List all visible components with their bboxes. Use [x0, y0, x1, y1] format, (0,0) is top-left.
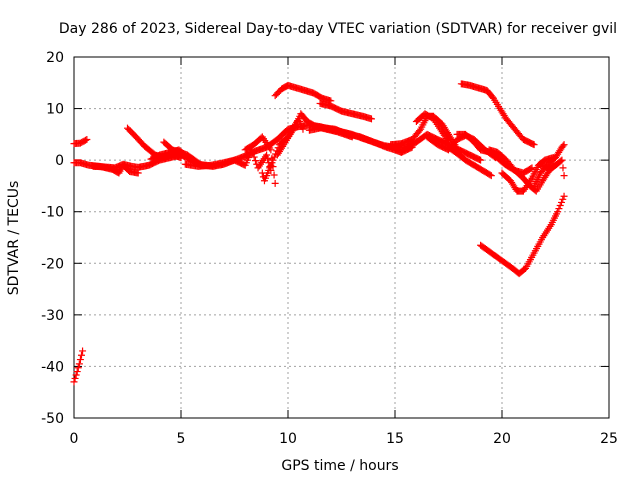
y-tick-label: -10: [41, 205, 64, 221]
data-point: [477, 156, 485, 164]
series-trace-16: [412, 110, 452, 146]
chart-title: Day 286 of 2023, Sidereal Day-to-day VTE…: [59, 21, 617, 37]
data-point: [79, 347, 87, 355]
series-trace-12: [271, 81, 335, 105]
data-point: [559, 195, 567, 203]
data-point: [557, 198, 565, 206]
series-trace-25: [477, 192, 568, 278]
series-trace-02: [70, 136, 91, 148]
data-point: [264, 155, 272, 163]
data-point: [83, 136, 91, 144]
y-tick-label: -20: [41, 256, 64, 272]
data-point: [443, 136, 451, 144]
data-point: [299, 125, 307, 133]
y-tick-label: -50: [41, 411, 64, 427]
x-tick-label: 25: [600, 431, 618, 447]
data-point: [250, 153, 258, 161]
y-tick-labels: -50 -40 -30 -20 -10 0 10 20: [41, 50, 64, 427]
data-point: [530, 141, 538, 149]
x-tick-label: 15: [386, 431, 404, 447]
series-trace-20: [457, 80, 538, 149]
data-point: [560, 192, 568, 200]
data-series: [70, 80, 568, 386]
series-trace-01: [70, 347, 87, 386]
x-tick-label: 5: [177, 431, 186, 447]
data-point: [556, 202, 564, 210]
data-point: [557, 157, 565, 165]
data-point: [560, 141, 568, 149]
series-trace-13: [316, 99, 375, 123]
data-point: [559, 164, 567, 172]
data-point: [486, 171, 494, 179]
plot-frame: [73, 56, 610, 419]
data-point: [76, 356, 84, 364]
x-axis-label: GPS time / hours: [281, 458, 398, 474]
data-point: [408, 143, 416, 151]
data-point: [415, 127, 423, 135]
data-point: [559, 142, 567, 150]
data-point: [71, 374, 79, 382]
data-point: [74, 364, 82, 372]
data-point: [271, 179, 279, 187]
data-point: [560, 172, 568, 180]
data-point: [77, 351, 85, 359]
y-tick-label: 0: [55, 153, 64, 169]
data-point: [267, 146, 275, 154]
x-tick-label: 0: [70, 431, 79, 447]
y-tick-label: -40: [41, 359, 64, 375]
data-point: [251, 157, 259, 165]
x-tick-label: 10: [279, 431, 297, 447]
series-trace-04: [89, 121, 485, 172]
y-tick-label: 10: [46, 102, 64, 118]
series-trace-23: [530, 141, 568, 190]
data-point: [75, 360, 83, 368]
data-point: [70, 378, 78, 386]
x-tick-labels: 0 5 10 15 20 25: [70, 431, 618, 447]
data-point: [263, 151, 271, 159]
data-point: [555, 205, 563, 213]
data-point: [487, 172, 495, 180]
data-point: [249, 149, 257, 157]
series-trace-24: [537, 156, 568, 180]
y-axis-label: SDTVAR / TECUs: [6, 181, 22, 296]
data-point: [270, 171, 278, 179]
data-point: [269, 156, 277, 164]
data-point: [279, 142, 287, 150]
y-tick-label: -30: [41, 308, 64, 324]
data-point: [72, 371, 80, 379]
data-point: [367, 115, 375, 123]
data-point: [73, 368, 81, 376]
data-point: [291, 122, 299, 130]
data-point: [82, 136, 90, 144]
series-trace-18: [445, 143, 495, 180]
data-point: [554, 208, 562, 216]
series-trace-08: [181, 146, 275, 174]
x-tick-label: 20: [493, 431, 511, 447]
y-tick-label: 20: [46, 50, 64, 66]
data-point: [527, 165, 535, 173]
data-point: [558, 156, 566, 164]
series-trace-14: [305, 124, 416, 156]
